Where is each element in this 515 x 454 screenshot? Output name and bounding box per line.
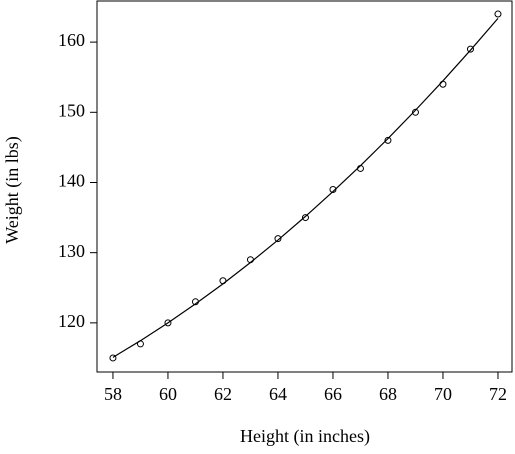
data-point [301, 214, 309, 222]
y-tick-label: 160 [58, 30, 85, 50]
data-point [439, 80, 447, 88]
y-tick-label: 140 [58, 171, 85, 191]
y-tick-label: 150 [58, 100, 85, 120]
x-tick-label: 60 [159, 384, 177, 404]
data-point [466, 45, 474, 53]
x-tick-label: 58 [104, 384, 122, 404]
x-tick-label: 66 [324, 384, 342, 404]
x-tick-label: 72 [489, 384, 507, 404]
plot-frame [96, 0, 513, 373]
data-point [274, 235, 282, 243]
x-tick-label: 70 [434, 384, 452, 404]
x-axis-label: Height (in inches) [240, 426, 370, 447]
fit-line [112, 17, 499, 358]
y-axis-label: Weight (in lbs) [2, 136, 23, 244]
x-tick-label: 62 [214, 384, 232, 404]
x-tick-label: 68 [379, 384, 397, 404]
data-point [109, 354, 117, 362]
y-tick-label: 120 [58, 311, 85, 331]
data-point [411, 108, 419, 116]
data-point [384, 136, 392, 144]
x-tick-label: 64 [269, 384, 287, 404]
y-tick-label: 130 [58, 241, 85, 261]
data-point [494, 10, 502, 18]
data-point [164, 319, 172, 327]
